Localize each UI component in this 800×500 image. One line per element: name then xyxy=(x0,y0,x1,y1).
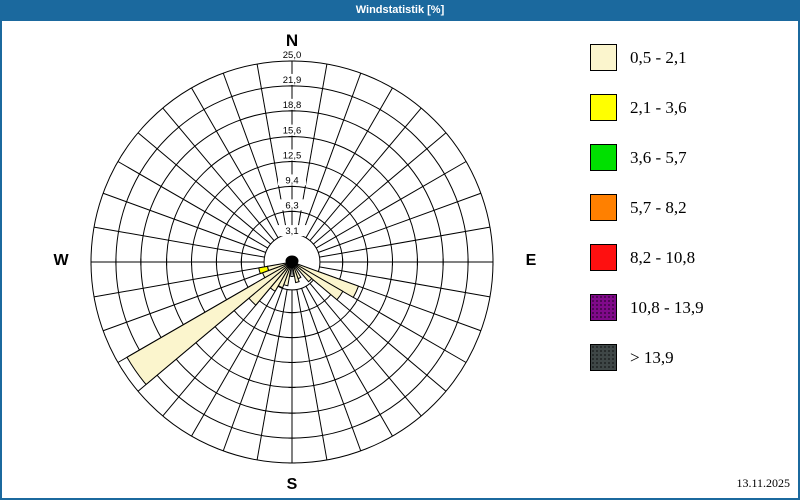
radial-axis-label: 21,9 xyxy=(283,75,302,86)
legend-item: > 13,9 xyxy=(590,344,674,371)
legend-item-label: 0,5 - 2,1 xyxy=(630,47,687,67)
legend-color-swatch xyxy=(590,294,617,321)
radial-label-bg xyxy=(278,98,306,110)
grid-spoke xyxy=(310,132,447,247)
window-title-bar: Windstatistik [%] xyxy=(0,0,800,21)
radial-axis-label: 15,6 xyxy=(283,126,302,137)
grid-spoke xyxy=(93,226,268,259)
legend-color-swatch xyxy=(590,194,617,221)
grid-spoke xyxy=(93,265,268,298)
grid-spoke xyxy=(316,265,491,298)
radial-axis-label: 3,1 xyxy=(285,226,298,237)
grid-spoke xyxy=(295,286,328,461)
grid-spoke xyxy=(137,132,274,247)
radial-label-bg xyxy=(278,49,306,60)
grid-spoke xyxy=(117,161,271,250)
radial-axis-label: 9,4 xyxy=(285,175,298,186)
legend-color-swatch xyxy=(590,344,617,371)
radial-axis-label: 12,5 xyxy=(283,151,302,162)
legend-item: 10,8 - 13,9 xyxy=(590,294,704,321)
radial-axis-label: 18,8 xyxy=(283,100,302,111)
radial-label-bg xyxy=(278,174,306,186)
legend-item-label: 2,1 - 3,6 xyxy=(630,97,687,117)
radial-axis-label: 6,3 xyxy=(285,200,298,211)
grid-spoke xyxy=(304,283,393,437)
radial-label-bg xyxy=(278,199,306,211)
legend-item: 2,1 - 3,6 xyxy=(590,94,687,121)
grid-spoke xyxy=(307,280,422,417)
center-marker xyxy=(285,255,299,267)
grid-spoke xyxy=(191,87,280,241)
windrose-petal-segment xyxy=(291,261,360,299)
date-label: 13.11.2025 xyxy=(736,476,790,490)
legend-item: 5,7 - 8,2 xyxy=(590,194,687,221)
grid-spoke xyxy=(256,286,289,461)
radial-label-bg xyxy=(278,73,306,85)
grid-spoke xyxy=(102,270,269,332)
radial-label-bg xyxy=(278,124,306,136)
legend-item-label: 10,8 - 13,9 xyxy=(630,297,704,317)
legend-color-swatch xyxy=(590,94,617,121)
legend-color-swatch xyxy=(590,44,617,71)
grid-spoke xyxy=(315,192,482,254)
grid-spoke xyxy=(222,72,284,239)
legend-item: 0,5 - 2,1 xyxy=(590,44,687,71)
compass-label-east: E xyxy=(525,252,537,269)
grid-spoke xyxy=(307,107,422,244)
radial-label-bg xyxy=(278,225,306,237)
grid-spoke xyxy=(162,107,277,244)
windrose-petal-segment xyxy=(290,261,294,277)
windrose-petal-segment xyxy=(291,261,300,284)
legend-item-label: 8,2 - 10,8 xyxy=(630,247,696,267)
grid-spoke xyxy=(304,87,393,241)
compass-label-south: S xyxy=(286,476,298,493)
legend-color-swatch xyxy=(590,144,617,171)
radial-axis-label: 25,0 xyxy=(283,50,302,61)
legend-item-label: 5,7 - 8,2 xyxy=(630,197,687,217)
grid-spoke xyxy=(313,161,467,250)
compass-label-west: W xyxy=(53,252,69,269)
grid-spoke xyxy=(300,285,362,452)
radial-label-bg xyxy=(278,149,306,161)
grid-spoke xyxy=(102,192,269,254)
legend-item-label: > 13,9 xyxy=(630,347,674,367)
windrose-petal-segment xyxy=(291,261,344,301)
legend-item-label: 3,6 - 5,7 xyxy=(630,147,687,167)
window-title: Windstatistik [%] xyxy=(355,4,445,16)
compass-label-north: N xyxy=(285,31,299,50)
grid-spoke xyxy=(300,72,362,239)
legend-item: 3,6 - 5,7 xyxy=(590,144,687,171)
grid-spoke xyxy=(191,283,280,437)
grid-spoke xyxy=(316,226,491,259)
windrose-petal-segment xyxy=(258,265,270,275)
windrose-petal-segment xyxy=(291,261,313,283)
legend-item: 8,2 - 10,8 xyxy=(590,244,695,271)
legend-color-swatch xyxy=(590,244,617,271)
grid-spoke xyxy=(222,285,284,452)
windrose-petal-segment xyxy=(126,261,293,386)
